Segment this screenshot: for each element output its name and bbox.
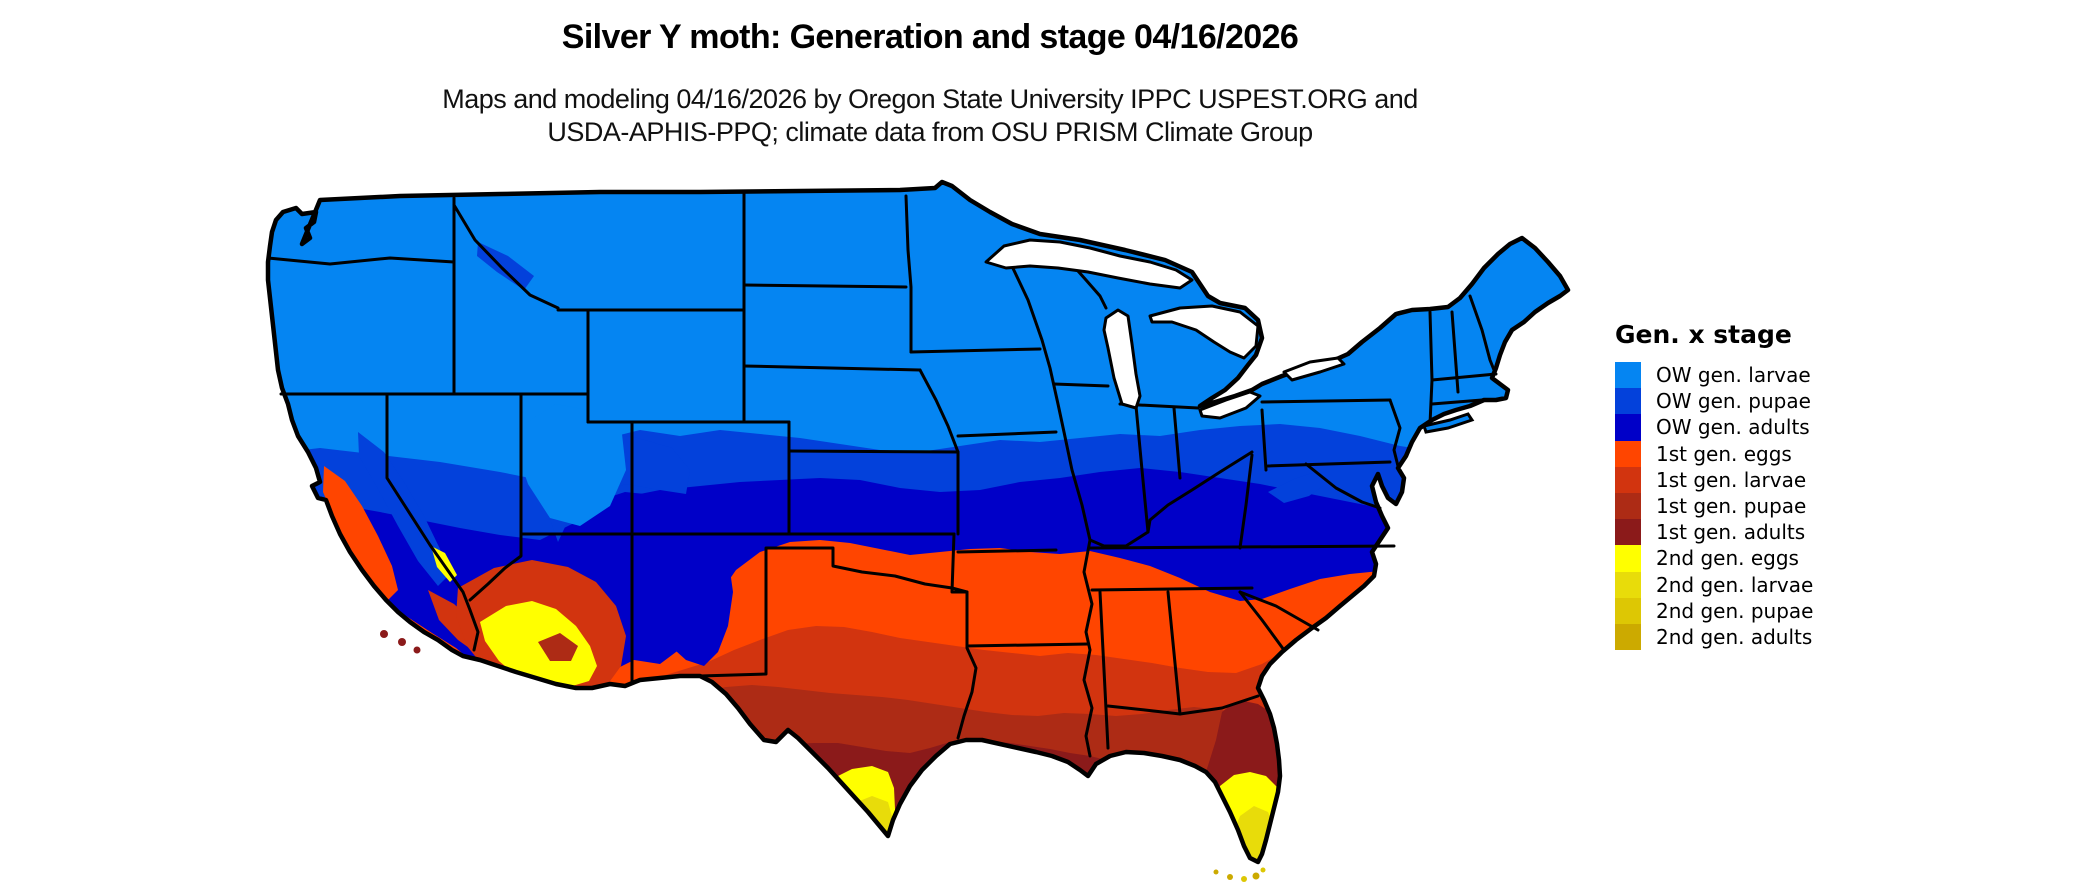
legend-item: 2nd gen. larvae [1615, 571, 1895, 598]
legend-label: 2nd gen. eggs [1656, 546, 1799, 571]
page-title: Silver Y moth: Generation and stage 04/1… [561, 18, 1299, 56]
legend-swatch [1615, 362, 1641, 389]
legend-title: Gen. x stage [1615, 320, 1792, 349]
legend-label: 1st gen. pupae [1656, 494, 1807, 519]
lake-huron [1148, 304, 1260, 360]
legend-item: 1st gen. larvae [1615, 466, 1895, 493]
legend-swatch [1615, 623, 1641, 651]
legend-label: OW gen. larvae [1656, 363, 1811, 388]
lake-erie [1198, 390, 1262, 420]
legend-swatch [1615, 414, 1641, 441]
legend-label: 2nd gen. larvae [1656, 572, 1814, 597]
patch-phoenix-pupae [538, 633, 578, 661]
legend-item: 2nd gen. eggs [1615, 545, 1895, 572]
legend-swatch [1615, 466, 1641, 493]
legend-swatch [1615, 440, 1641, 467]
legend-item: 2nd gen. pupae [1615, 597, 1895, 624]
patch-sierra-pupae [358, 432, 448, 586]
legend-items: OW gen. larvae OW gen. pupae OW gen. adult… [1615, 362, 1895, 651]
legend-item: 1st gen. adults [1615, 519, 1895, 546]
legend-swatch [1615, 492, 1641, 520]
legend-label: 1st gen. eggs [1656, 441, 1792, 466]
patch-central-valley-eggs [323, 466, 398, 600]
region-g1-pupae [608, 685, 1568, 862]
legend-swatch [1615, 519, 1641, 546]
legend-item: 1st gen. pupae [1615, 492, 1895, 520]
lake-superior [984, 238, 1194, 290]
patch-arizona-eggs [480, 601, 597, 687]
legend-item: 2nd gen. adults [1615, 623, 1895, 651]
legend-label: OW gen. pupae [1656, 389, 1811, 414]
legend-label: OW gen. adults [1656, 415, 1810, 440]
region-g2-larvae-texas [836, 796, 893, 848]
patch-coastrange-pupae-2 [294, 520, 330, 584]
florida-keys [1213, 867, 1266, 882]
subtitle-line-1: Maps and modeling 04/16/2026 by Oregon S… [442, 84, 1418, 114]
subtitle-line-2: USDA-APHIS-PPQ; climate data from OSU PR… [547, 117, 1313, 147]
patch-appalachia-pupae [1268, 471, 1330, 503]
legend-swatch [1615, 545, 1641, 572]
legend: Gen. x stage OW gen. larvae OW gen. pupae… [1615, 320, 1895, 651]
legend-label: 2nd gen. adults [1656, 624, 1813, 649]
legend-label: 1st gen. adults [1656, 520, 1806, 545]
legend-item: OW gen. pupae [1615, 388, 1895, 415]
legend-swatch [1615, 388, 1641, 415]
long-island [1422, 412, 1475, 434]
great-lakes [984, 238, 1346, 420]
legend-label: 1st gen. larvae [1656, 467, 1807, 492]
legend-swatch [1615, 571, 1641, 598]
legend-item: OW gen. larvae [1615, 362, 1895, 389]
patch-arizona-plateau-larvae [517, 404, 626, 526]
legend-swatch [1615, 597, 1641, 624]
legend-item: OW gen. adults [1615, 414, 1895, 441]
patch-montana-pupae [477, 242, 534, 290]
lake-ontario [1282, 356, 1346, 382]
legend-label: 2nd gen. pupae [1656, 598, 1814, 623]
channel-islands [380, 630, 421, 654]
legend-item: 1st gen. eggs [1615, 440, 1895, 467]
us-map-outline [265, 179, 1571, 865]
lake-michigan [1102, 308, 1142, 410]
